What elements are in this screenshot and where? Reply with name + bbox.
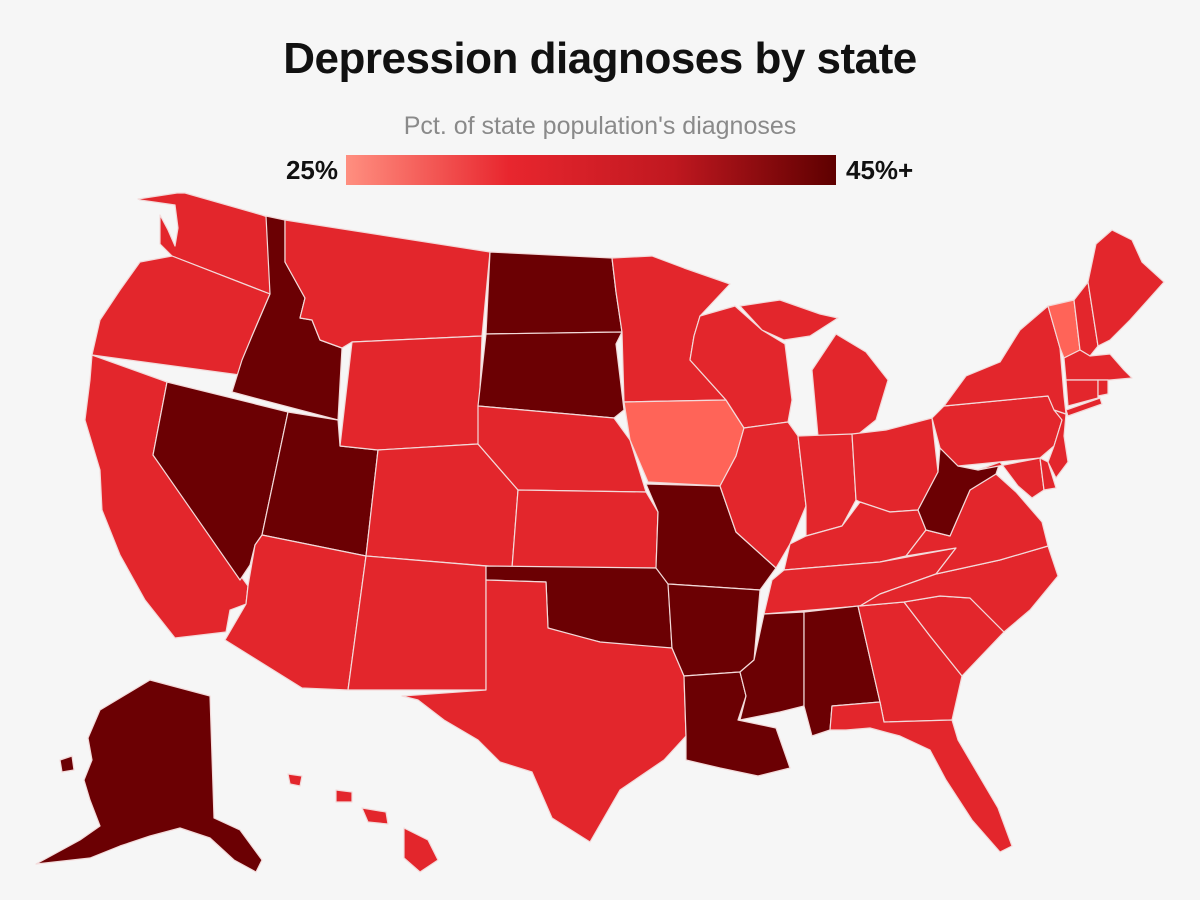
state-ct[interactable]	[1065, 379, 1099, 407]
state-nd[interactable]	[485, 251, 623, 335]
legend-gradient-bar	[346, 155, 836, 185]
color-legend: 25% 45%+	[0, 155, 1200, 187]
state-sd[interactable]	[477, 331, 625, 419]
state-nm[interactable]	[347, 555, 487, 691]
state-ks[interactable]	[511, 489, 659, 569]
state-de[interactable]	[1039, 457, 1057, 491]
map-title: Depression diagnoses by state	[283, 34, 917, 83]
state-pa[interactable]	[931, 395, 1063, 467]
state-nj[interactable]	[1047, 409, 1069, 479]
legend-max-label: 45%+	[846, 155, 914, 185]
state-ia[interactable]	[623, 399, 745, 487]
state-ri[interactable]	[1097, 379, 1109, 397]
state-ar[interactable]	[667, 583, 761, 677]
state-nh[interactable]	[1073, 281, 1099, 357]
state-me[interactable]	[1087, 229, 1165, 347]
state-ak[interactable]	[35, 679, 263, 873]
state-il[interactable]	[719, 421, 807, 569]
state-mt[interactable]	[284, 219, 491, 349]
us-choropleth-map	[35, 192, 1165, 873]
state-fl[interactable]	[829, 701, 1013, 853]
legend-subtitle: Pct. of state population's diagnoses	[403, 112, 797, 140]
state-ma[interactable]	[1063, 349, 1133, 381]
legend-min-label: 25%	[285, 155, 338, 185]
state-wy[interactable]	[339, 335, 483, 451]
state-hi[interactable]	[287, 773, 439, 873]
state-tx[interactable]	[401, 579, 687, 843]
